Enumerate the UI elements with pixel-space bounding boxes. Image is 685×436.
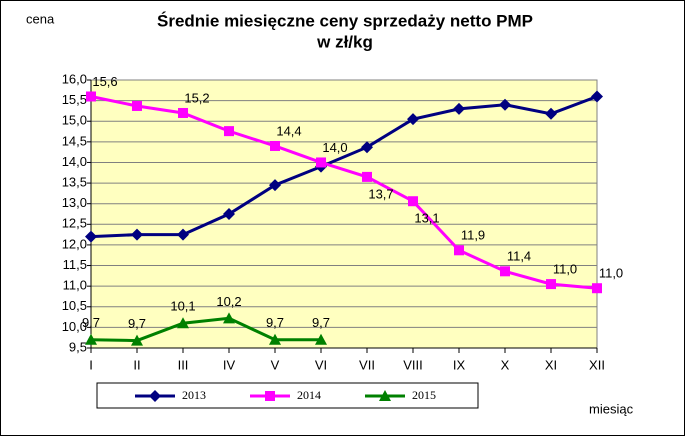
data-label: 11,0 bbox=[553, 262, 577, 277]
x-tick-label: III bbox=[178, 357, 189, 372]
y-tick-label: 16,0 bbox=[62, 71, 87, 86]
x-tick-label: IV bbox=[223, 357, 236, 372]
legend-marker bbox=[265, 391, 275, 401]
x-tick-label: VI bbox=[315, 357, 327, 372]
data-point bbox=[546, 279, 556, 290]
data-point bbox=[315, 333, 327, 345]
data-point bbox=[269, 179, 281, 192]
data-point bbox=[85, 333, 97, 345]
x-axis-label: miesiąc bbox=[589, 401, 634, 416]
data-point bbox=[270, 140, 280, 151]
legend-marker bbox=[149, 390, 161, 402]
data-point bbox=[362, 171, 372, 182]
data-point bbox=[131, 228, 143, 241]
legend-label: 2014 bbox=[297, 388, 321, 402]
data-point bbox=[178, 107, 188, 118]
data-point bbox=[177, 228, 189, 241]
x-tick-label: VII bbox=[359, 357, 375, 372]
data-label: 11,4 bbox=[507, 249, 531, 264]
data-point bbox=[592, 283, 602, 294]
y-tick-label: 10,0 bbox=[62, 319, 87, 334]
y-tick-label: 11,5 bbox=[63, 257, 87, 272]
legend-label: 2013 bbox=[182, 388, 206, 402]
y-tick-label: 14,0 bbox=[62, 154, 87, 169]
data-point bbox=[500, 266, 510, 277]
x-tick-label: I bbox=[89, 357, 93, 372]
data-point bbox=[591, 90, 603, 103]
data-label: 9,7 bbox=[128, 316, 146, 331]
x-tick-label: XII bbox=[589, 357, 605, 372]
data-point bbox=[407, 113, 419, 126]
y-axis-label: cena bbox=[26, 11, 55, 26]
y-tick-label: 15,0 bbox=[62, 113, 87, 128]
data-point bbox=[269, 333, 281, 345]
data-point bbox=[499, 98, 511, 111]
data-label: 15,6 bbox=[92, 74, 117, 89]
y-tick-label: 13,0 bbox=[62, 195, 87, 210]
data-label: 9,7 bbox=[312, 315, 330, 330]
x-tick-label: VIII bbox=[403, 357, 423, 372]
x-tick-label: X bbox=[501, 357, 510, 372]
data-label: 13,7 bbox=[368, 186, 393, 201]
data-point bbox=[177, 317, 189, 329]
data-point bbox=[224, 126, 234, 137]
data-point bbox=[223, 208, 235, 220]
x-tick-label: XI bbox=[545, 357, 557, 372]
data-label: 11,9 bbox=[461, 228, 485, 243]
y-tick-label: 15,5 bbox=[62, 92, 87, 107]
data-point bbox=[361, 141, 373, 154]
data-point bbox=[85, 230, 97, 243]
series-line bbox=[90, 316, 321, 343]
data-label: 10,2 bbox=[216, 294, 241, 309]
legend-marker bbox=[379, 390, 391, 401]
data-point bbox=[408, 196, 418, 207]
y-tick-label: 10,5 bbox=[62, 298, 87, 313]
y-tick-label: 13,5 bbox=[62, 175, 87, 190]
x-tick-label: IX bbox=[453, 357, 466, 372]
y-tick-label: 9,5 bbox=[69, 339, 87, 354]
data-point bbox=[132, 100, 142, 111]
data-point bbox=[86, 91, 96, 102]
y-tick-label: 11,0 bbox=[63, 278, 87, 293]
y-tick-label: 12,0 bbox=[62, 236, 87, 251]
data-label: 15,2 bbox=[184, 90, 209, 105]
series-line bbox=[90, 95, 598, 239]
data-label: 14,0 bbox=[322, 140, 347, 155]
data-point bbox=[316, 157, 326, 168]
data-label: 9,7 bbox=[82, 315, 100, 330]
data-point bbox=[131, 334, 143, 346]
chart-subtitle: w zł/kg bbox=[316, 32, 373, 51]
data-point bbox=[223, 312, 235, 324]
data-point bbox=[453, 102, 465, 115]
y-tick-label: 14,5 bbox=[62, 133, 87, 148]
data-label: 9,7 bbox=[266, 315, 284, 330]
data-label: 13,1 bbox=[414, 211, 439, 226]
data-label: 10,1 bbox=[170, 299, 195, 314]
data-label: 11,0 bbox=[599, 266, 623, 281]
x-tick-label: V bbox=[271, 357, 280, 372]
x-tick-label: II bbox=[133, 357, 140, 372]
chart-title: Średnie miesięczne ceny sprzedaży netto … bbox=[157, 11, 533, 30]
data-point bbox=[454, 245, 464, 256]
data-point bbox=[545, 107, 557, 120]
series-line bbox=[90, 95, 598, 290]
plot-area bbox=[90, 79, 598, 349]
y-tick-label: 12,5 bbox=[62, 216, 87, 231]
legend-label: 2015 bbox=[412, 388, 436, 402]
data-label: 14,4 bbox=[276, 123, 301, 138]
